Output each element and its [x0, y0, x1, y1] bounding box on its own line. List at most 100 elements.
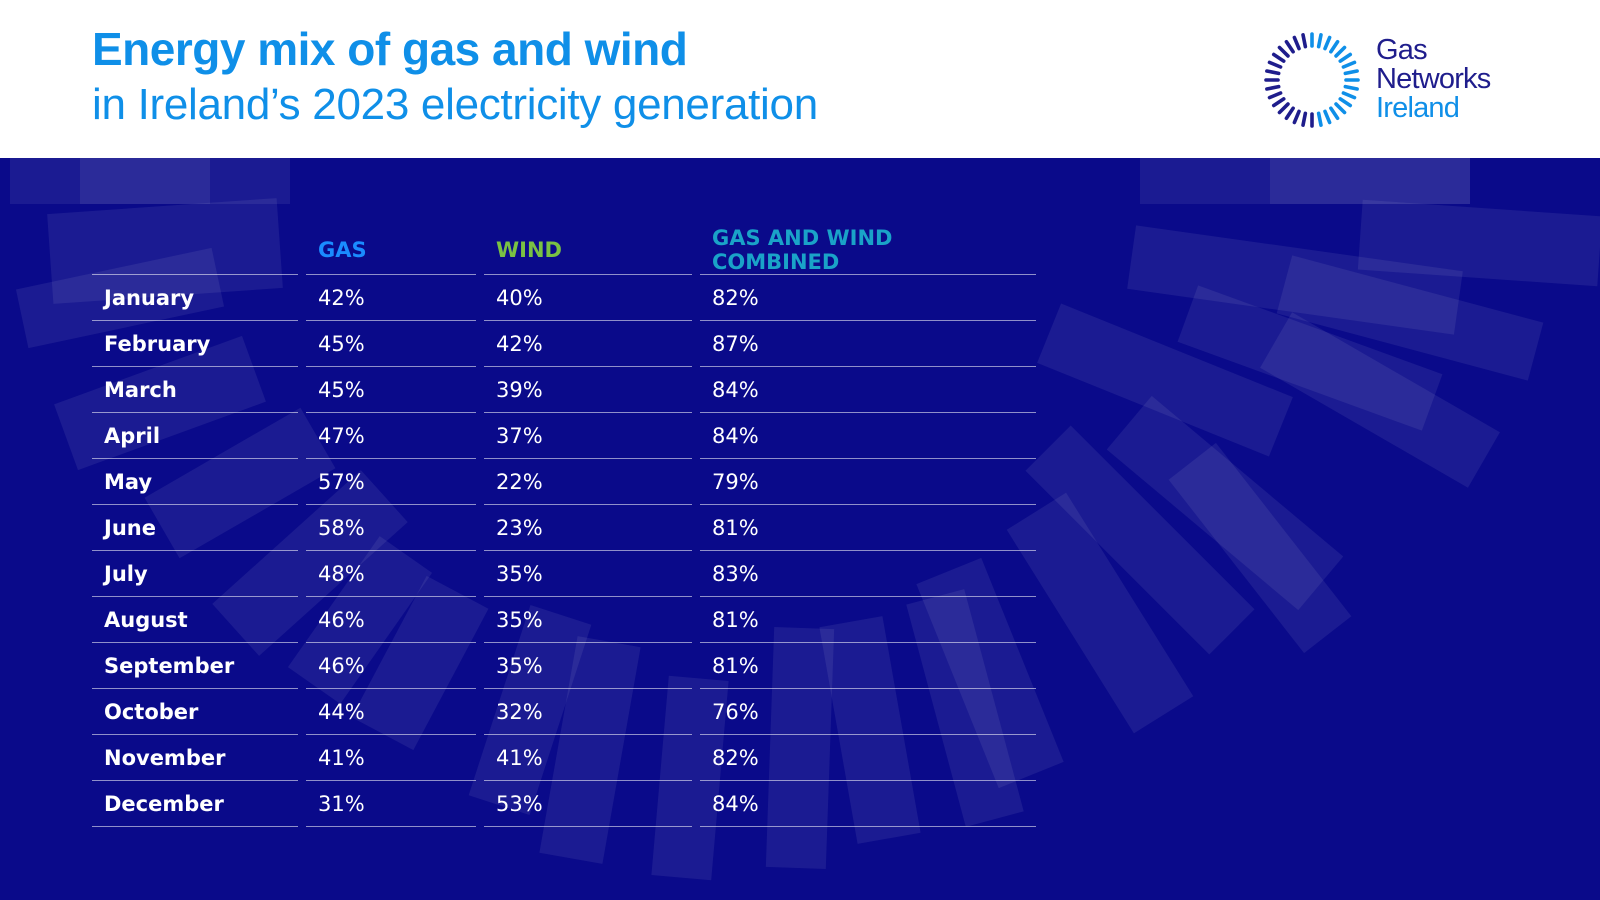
page-subtitle: in Ireland’s 2023 electricity generation [92, 80, 818, 129]
cell-wind: 39% [484, 367, 692, 413]
cell-wind: 40% [484, 275, 692, 321]
month-label: October [92, 689, 298, 735]
cell-combined: 79% [700, 459, 1036, 505]
logo-dash [1316, 33, 1323, 49]
column-header-gas: GAS [306, 226, 476, 275]
cell-gas: 31% [306, 781, 476, 827]
cell-wind: 37% [484, 413, 692, 459]
cell-gas: 41% [306, 735, 476, 781]
cell-gas: 57% [306, 459, 476, 505]
cell-combined: 81% [700, 643, 1036, 689]
table-row: May 57% 22% 79% [92, 459, 1036, 505]
cell-combined: 84% [700, 367, 1036, 413]
logo-dash [1323, 35, 1332, 51]
cell-combined: 81% [700, 505, 1036, 551]
table-row: September 46% 35% 81% [92, 643, 1036, 689]
logo-line-networks: Networks [1376, 63, 1491, 95]
month-label: March [92, 367, 298, 413]
logo-dash [1271, 52, 1286, 63]
cell-combined: 83% [700, 551, 1036, 597]
cell-gas: 45% [306, 367, 476, 413]
cell-gas: 47% [306, 413, 476, 459]
energy-mix-table: GAS WIND GAS AND WIND COMBINED January 42… [84, 226, 1044, 827]
cell-wind: 35% [484, 597, 692, 643]
cell-combined: 82% [700, 735, 1036, 781]
cell-gas: 46% [306, 597, 476, 643]
cell-wind: 22% [484, 459, 692, 505]
logo-dash [1267, 91, 1283, 100]
cell-wind: 35% [484, 551, 692, 597]
logo-dash [1267, 60, 1283, 69]
column-header-wind: WIND [484, 226, 692, 275]
logo-dash [1334, 102, 1347, 115]
logo-dash [1343, 84, 1359, 91]
logo-dash [1329, 106, 1340, 121]
table-row: November 41% 41% 82% [92, 735, 1036, 781]
cell-wind: 32% [484, 689, 692, 735]
logo-dash [1323, 109, 1332, 125]
logo-dash [1271, 97, 1286, 108]
cell-combined: 84% [700, 413, 1036, 459]
month-label: April [92, 413, 298, 459]
page-title: Energy mix of gas and wind [92, 23, 688, 75]
logo-wordmark: Gas Networks Ireland [1376, 34, 1491, 123]
cell-wind: 35% [484, 643, 692, 689]
month-label: February [92, 321, 298, 367]
cell-gas: 42% [306, 275, 476, 321]
logo-dash [1316, 111, 1323, 127]
logo-dash [1334, 45, 1347, 58]
month-label: July [92, 551, 298, 597]
logo-dash [1301, 33, 1308, 49]
cell-wind: 41% [484, 735, 692, 781]
month-label: December [92, 781, 298, 827]
logo-dash [1277, 45, 1290, 58]
data-panel: GAS WIND GAS AND WIND COMBINED January 42… [0, 158, 1600, 900]
logo-dash [1292, 109, 1301, 125]
cell-wind: 53% [484, 781, 692, 827]
table-row: March 45% 39% 84% [92, 367, 1036, 413]
logo-line-gas: Gas [1376, 34, 1428, 66]
logo-dash [1277, 102, 1290, 115]
table-row: April 47% 37% 84% [92, 413, 1036, 459]
logo-dash [1284, 39, 1295, 54]
logo-dash [1341, 60, 1357, 69]
table-row: July 48% 35% 83% [92, 551, 1036, 597]
table-row: August 46% 35% 81% [92, 597, 1036, 643]
logo-dash [1292, 35, 1301, 51]
cell-combined: 84% [700, 781, 1036, 827]
table-row: June 58% 23% 81% [92, 505, 1036, 551]
table-body: January 42% 40% 82% February 45% 42% 87% March 45… [92, 275, 1036, 827]
cell-gas: 45% [306, 321, 476, 367]
cell-wind: 42% [484, 321, 692, 367]
month-label: September [92, 643, 298, 689]
cell-combined: 87% [700, 321, 1036, 367]
column-header-month [92, 226, 298, 275]
table-header-row: GAS WIND GAS AND WIND COMBINED [92, 226, 1036, 275]
month-label: June [92, 505, 298, 551]
table-row: December 31% 53% 84% [92, 781, 1036, 827]
month-label: January [92, 275, 298, 321]
month-label: November [92, 735, 298, 781]
table-row: January 42% 40% 82% [92, 275, 1036, 321]
column-header-combined: GAS AND WIND COMBINED [700, 226, 1036, 275]
logo-dash [1265, 69, 1281, 76]
month-label: May [92, 459, 298, 505]
logo-ring-icon [1264, 32, 1360, 128]
logo-dash [1338, 52, 1353, 63]
header: Energy mix of gas and wind in Ireland’s … [0, 0, 1600, 160]
gas-networks-ireland-logo: Gas Networks Ireland [1262, 30, 1562, 130]
cell-gas: 46% [306, 643, 476, 689]
logo-dash [1338, 97, 1353, 108]
table-row: February 45% 42% 87% [92, 321, 1036, 367]
cell-gas: 44% [306, 689, 476, 735]
cell-gas: 58% [306, 505, 476, 551]
logo-dash [1265, 84, 1281, 91]
logo-dash [1284, 106, 1295, 121]
table-row: October 44% 32% 76% [92, 689, 1036, 735]
decorative-background [10, 158, 1600, 881]
cell-gas: 48% [306, 551, 476, 597]
cell-wind: 23% [484, 505, 692, 551]
cell-combined: 76% [700, 689, 1036, 735]
logo-dash [1341, 91, 1357, 100]
logo-dash [1343, 69, 1359, 76]
